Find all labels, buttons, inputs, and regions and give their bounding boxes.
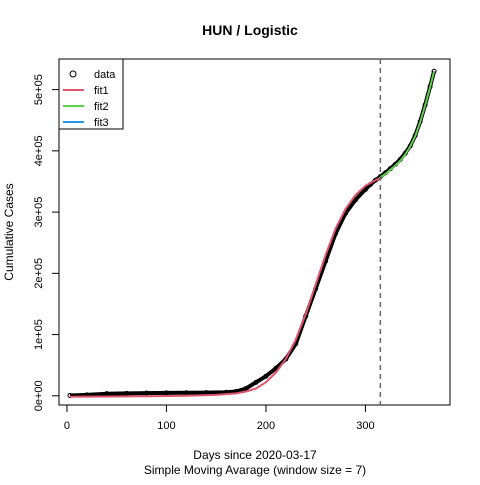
data-point [163, 390, 169, 396]
legend-item-data: data [69, 69, 116, 81]
y-axis-label: Cumulative Cases [2, 183, 16, 280]
y-tick-label: 3e+05 [33, 197, 45, 228]
legend-item-fit3: fit3 [63, 117, 109, 129]
x-tick-label: 200 [257, 420, 275, 432]
data-point [124, 390, 130, 396]
legend-label: fit1 [94, 85, 109, 97]
x-tick-label: 300 [356, 420, 374, 432]
legend-label: fit2 [94, 101, 109, 113]
x-axis-label: Days since 2020-03-17 [193, 448, 317, 462]
data-point [183, 390, 189, 396]
data-point [253, 379, 259, 385]
legend: data fit1 fit2 fit3 [58, 58, 124, 130]
x-axis: 0 100 200 300 [64, 404, 375, 432]
data-point [263, 373, 269, 379]
x-tick-label: 0 [64, 420, 70, 432]
series-data-line [69, 70, 437, 398]
data-point [144, 390, 150, 396]
series-layer [67, 68, 437, 399]
y-tick-label: 2e+05 [33, 258, 45, 289]
x-tick-label: 100 [157, 420, 175, 432]
y-tick-label: 5e+05 [33, 74, 45, 105]
series-fit1-line [69, 176, 381, 398]
legend-label: fit3 [94, 117, 109, 129]
data-point [352, 197, 358, 203]
y-axis: 0e+00 1e+05 2e+05 3e+05 4e+05 5e+05 [33, 74, 60, 411]
y-tick-label: 0e+00 [33, 380, 45, 411]
chart-title: HUN / Logistic [202, 22, 298, 38]
legend-item-fit2: fit2 [63, 101, 109, 113]
data-point [362, 186, 368, 192]
y-tick-label: 1e+05 [33, 319, 45, 350]
x-axis-sublabel: Simple Moving Avarage (window size = 7) [144, 463, 366, 477]
legend-label: data [94, 69, 116, 81]
series-fit2-line [379, 70, 436, 179]
legend-marker [69, 70, 77, 78]
legend-item-fit1: fit1 [63, 85, 109, 97]
legend-box [58, 58, 124, 130]
y-tick-label: 4e+05 [33, 135, 45, 166]
